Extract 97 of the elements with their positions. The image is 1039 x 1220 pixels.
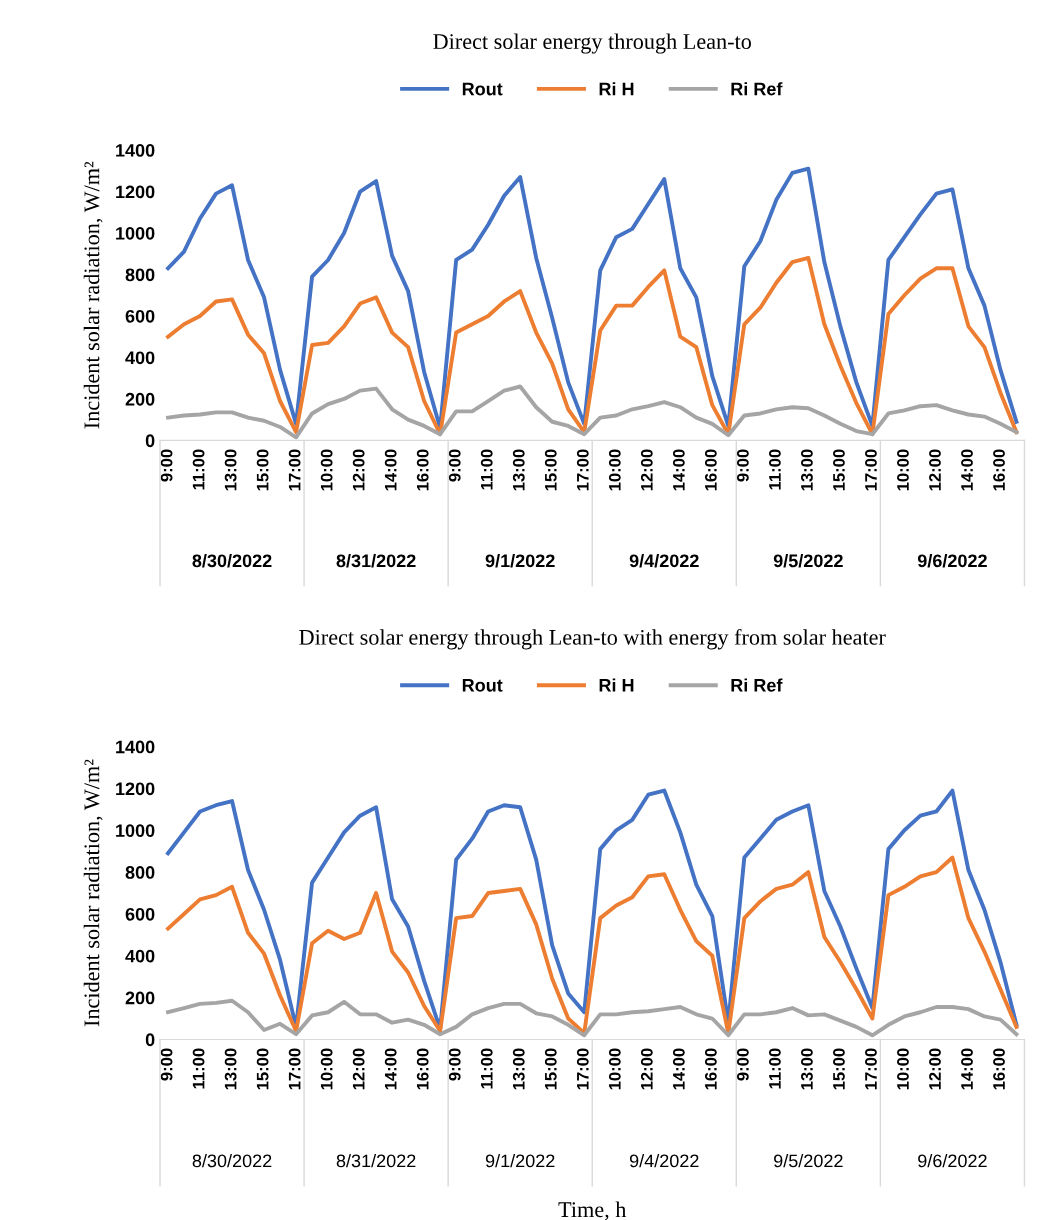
x-tick-label: 11:00 <box>769 1048 781 1089</box>
y-tick-label: 800 <box>125 268 155 282</box>
x-tick-label: 10:00 <box>320 449 333 491</box>
x-tick-label: 10:00 <box>320 1048 333 1090</box>
legend-label: Rout <box>462 82 503 96</box>
text: 9/4/2022 <box>629 1154 699 1168</box>
x-tick-label: 16:00 <box>416 449 429 491</box>
x-tick-label: 15:00 <box>544 449 557 491</box>
text: 8/30/2022 <box>192 1154 272 1168</box>
x-tick-label: 16:00 <box>704 449 717 491</box>
x-axis-title: Time, h <box>558 1201 627 1220</box>
x-tick-label: 9:00 <box>448 449 461 482</box>
x-tick-label: 11:00 <box>192 1048 205 1089</box>
legend-label: Ri Ref <box>731 82 783 96</box>
text: 8/31/2022 <box>336 553 416 568</box>
x-tick-label: 16:00 <box>704 1048 717 1090</box>
x-tick-label: 14:00 <box>961 449 973 491</box>
line-series <box>166 384 1019 440</box>
x-tick-label: 13:00 <box>224 1048 237 1090</box>
x-tick-label: 15:00 <box>544 1048 557 1090</box>
x-tick-label: 14:00 <box>961 1048 973 1090</box>
y-tick-label: 0 <box>145 1033 155 1047</box>
x-tick-label: 14:00 <box>672 449 685 491</box>
x-tick-label: 13:00 <box>512 1048 525 1090</box>
x-tick-label: 9:00 <box>160 1048 173 1081</box>
x-tick-label: 14:00 <box>384 449 397 491</box>
chart-title: Direct solar energy through Lean-to with energy from solar heater <box>299 628 886 650</box>
x-tick-label: 13:00 <box>801 449 813 491</box>
y-tick-label: 200 <box>125 392 155 406</box>
y-tick-label: 400 <box>125 949 155 963</box>
line-series <box>166 166 1019 430</box>
x-tick-label: 16:00 <box>993 449 1005 491</box>
x-tick-label: 10:00 <box>608 449 621 491</box>
x-tick-label: 17:00 <box>865 449 877 491</box>
legend-label: Ri Ref <box>731 678 783 692</box>
x-tick-label: 12:00 <box>929 449 941 491</box>
text: 8/30/2022 <box>192 553 272 568</box>
text: 9/4/2022 <box>629 553 699 568</box>
chart-title: Direct solar energy through Lean-to <box>433 33 751 54</box>
line-series <box>166 998 1019 1038</box>
x-tick-label: 11:00 <box>192 449 205 490</box>
x-tick-label: 12:00 <box>640 449 653 491</box>
x-tick-label: 17:00 <box>288 1048 301 1090</box>
y-axis-title: Incident solar radiation, W/m² <box>83 759 103 1027</box>
text: 9/1/2022 <box>485 553 555 568</box>
legend-label: Ri H <box>599 82 634 96</box>
x-tick-label: 16:00 <box>993 1048 1005 1090</box>
y-tick-label: 1200 <box>116 185 155 199</box>
x-tick-label: 15:00 <box>833 1048 845 1090</box>
x-tick-label: 13:00 <box>224 449 237 491</box>
x-tick-label: 16:00 <box>416 1048 429 1090</box>
x-tick-label: 9:00 <box>736 449 749 482</box>
y-tick-label: 600 <box>125 907 155 921</box>
line-series <box>166 255 1019 437</box>
text: 8/31/2022 <box>336 1154 416 1168</box>
x-tick-label: 14:00 <box>384 1048 397 1090</box>
text: 9/6/2022 <box>918 1154 987 1168</box>
y-axis-title: Incident solar radiation, W/m² <box>83 161 103 429</box>
y-tick-label: 1400 <box>116 143 155 157</box>
legend-label: Rout <box>462 679 503 692</box>
legend-label: Ri H <box>599 678 634 692</box>
y-tick-label: 1000 <box>116 226 155 240</box>
x-tick-label: 13:00 <box>512 449 525 491</box>
y-tick-label: 1000 <box>116 824 155 838</box>
x-tick-label: 14:00 <box>672 1048 685 1090</box>
x-tick-label: 11:00 <box>480 449 493 490</box>
x-tick-label: 15:00 <box>256 449 269 491</box>
x-tick-label: 11:00 <box>769 449 781 490</box>
x-tick-label: 10:00 <box>897 1048 909 1090</box>
y-tick-label: 800 <box>125 866 155 879</box>
x-tick-label: 12:00 <box>352 449 365 491</box>
x-tick-label: 9:00 <box>736 1048 749 1081</box>
x-tick-label: 15:00 <box>833 449 845 491</box>
x-tick-label: 12:00 <box>929 1048 941 1090</box>
y-tick-label: 200 <box>125 991 155 1005</box>
x-tick-label: 10:00 <box>897 449 909 491</box>
x-tick-label: 17:00 <box>288 449 301 491</box>
x-tick-label: 17:00 <box>576 1048 589 1090</box>
x-tick-label: 9:00 <box>448 1048 461 1081</box>
text: 9/5/2022 <box>774 1154 843 1168</box>
y-tick-label: 1200 <box>116 782 155 796</box>
x-tick-label: 10:00 <box>608 1048 621 1090</box>
x-tick-label: 12:00 <box>640 1048 653 1090</box>
y-tick-label: 400 <box>125 351 155 365</box>
x-tick-label: 17:00 <box>865 1048 877 1090</box>
x-tick-label: 12:00 <box>352 1048 365 1090</box>
x-tick-label: 17:00 <box>576 449 589 491</box>
y-tick-label: 0 <box>145 434 155 448</box>
y-tick-label: 600 <box>125 309 155 323</box>
x-tick-label: 9:00 <box>160 449 173 482</box>
x-tick-label: 13:00 <box>801 1048 813 1090</box>
y-tick-label: 1400 <box>116 740 155 754</box>
text: 9/6/2022 <box>917 553 987 568</box>
x-tick-label: 11:00 <box>480 1048 493 1089</box>
text: 9/1/2022 <box>485 1154 555 1168</box>
x-tick-label: 15:00 <box>256 1048 269 1090</box>
text: 9/5/2022 <box>773 553 843 568</box>
